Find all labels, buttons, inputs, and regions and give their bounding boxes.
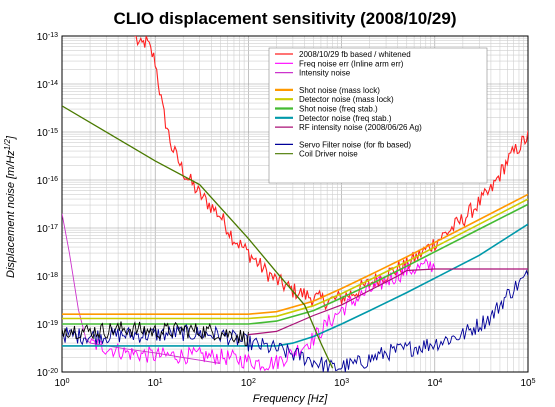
x-tick-label: 104 (427, 378, 442, 390)
x-tick-base: 10 (520, 378, 532, 389)
x-tick-base: 10 (427, 378, 439, 389)
y-axis-label: Displacement noise [m/Hz1/2] (3, 135, 18, 278)
series-line-2 (62, 213, 221, 364)
y-tick-base: 10 (37, 320, 49, 331)
y-tick-label: 10-19 (37, 320, 58, 332)
y-tick-exponent: -14 (48, 80, 58, 87)
y-tick-exponent: -13 (48, 32, 58, 39)
chart-axes: 100 101 102 103 104 10510-1310-1410-1510-1610… (37, 32, 536, 390)
legend-label: RF intensity noise (2008/06/26 Ag) (299, 123, 422, 132)
legend-label: Shot noise (freq stab.) (299, 105, 378, 114)
x-tick-label: 105 (520, 378, 535, 390)
legend-label: Freq noise err (Inline arm err) (299, 59, 404, 68)
chart-title: CLIO displacement sensitivity (2008/10/2… (114, 9, 457, 28)
series-line-4 (62, 198, 528, 320)
legend-label: Intensity noise (299, 69, 351, 78)
series-line-9 (62, 105, 334, 369)
series-line-3 (62, 193, 528, 315)
y-tick-exponent: -19 (48, 320, 58, 327)
y-tick-exponent: -18 (48, 272, 58, 279)
x-tick-exponent: 1 (159, 378, 163, 385)
series-line-5 (62, 203, 528, 325)
y-tick-exponent: -16 (48, 176, 58, 183)
x-tick-base: 10 (54, 378, 66, 389)
x-tick-base: 10 (334, 378, 346, 389)
x-tick-label: 100 (54, 378, 69, 390)
y-tick-base: 10 (37, 176, 49, 187)
x-tick-label: 102 (241, 378, 256, 390)
legend-label: Shot noise (mass lock) (299, 86, 380, 95)
y-tick-base: 10 (37, 32, 49, 43)
x-tick-base: 10 (148, 378, 160, 389)
series-line-7 (248, 268, 528, 336)
y-tick-label: 10-14 (37, 80, 58, 92)
legend-label: 2008/10/29 fb based / whitened (299, 50, 411, 59)
y-tick-base: 10 (37, 368, 49, 379)
series-line-1 (89, 257, 436, 372)
y-tick-base: 10 (37, 272, 49, 283)
y-axis-label-exponent: 1/2 (3, 139, 12, 151)
plot-frame (61, 35, 529, 373)
x-axis-label: Frequency [Hz] (253, 393, 329, 405)
legend-box (268, 47, 488, 184)
y-tick-label: 10-17 (37, 224, 58, 236)
y-tick-label: 10-13 (37, 32, 58, 44)
x-tick-exponent: 4 (438, 378, 442, 385)
y-axis-label-close: ] (5, 135, 17, 140)
extra-trace (61, 320, 249, 347)
y-tick-label: 10-20 (37, 368, 58, 380)
y-tick-exponent: -20 (48, 368, 58, 375)
legend-label: Servo Filter noise (for fb based) (299, 140, 411, 149)
x-tick-exponent: 5 (532, 378, 536, 385)
series-line-8 (62, 269, 528, 372)
y-tick-base: 10 (37, 224, 49, 235)
y-tick-label: 10-18 (37, 272, 58, 284)
series-line-6 (62, 223, 528, 347)
chart-series (61, 36, 528, 372)
y-tick-exponent: -17 (48, 224, 58, 231)
x-tick-exponent: 0 (66, 378, 70, 385)
y-tick-exponent: -15 (48, 128, 58, 135)
legend-label: Detector noise (freq stab.) (299, 114, 392, 123)
x-tick-base: 10 (241, 378, 253, 389)
x-tick-exponent: 2 (252, 378, 256, 385)
y-tick-base: 10 (37, 128, 49, 139)
x-tick-label: 103 (334, 378, 349, 390)
x-tick-label: 101 (148, 378, 163, 390)
x-tick-exponent: 3 (345, 378, 349, 385)
y-axis-label-main: Displacement noise [m/Hz (5, 150, 17, 278)
y-tick-label: 10-16 (37, 176, 58, 188)
legend-label: Detector noise (mass lock) (299, 95, 394, 104)
y-tick-base: 10 (37, 80, 49, 91)
legend-label: Coil Driver noise (299, 150, 358, 159)
y-tick-label: 10-15 (37, 128, 58, 140)
